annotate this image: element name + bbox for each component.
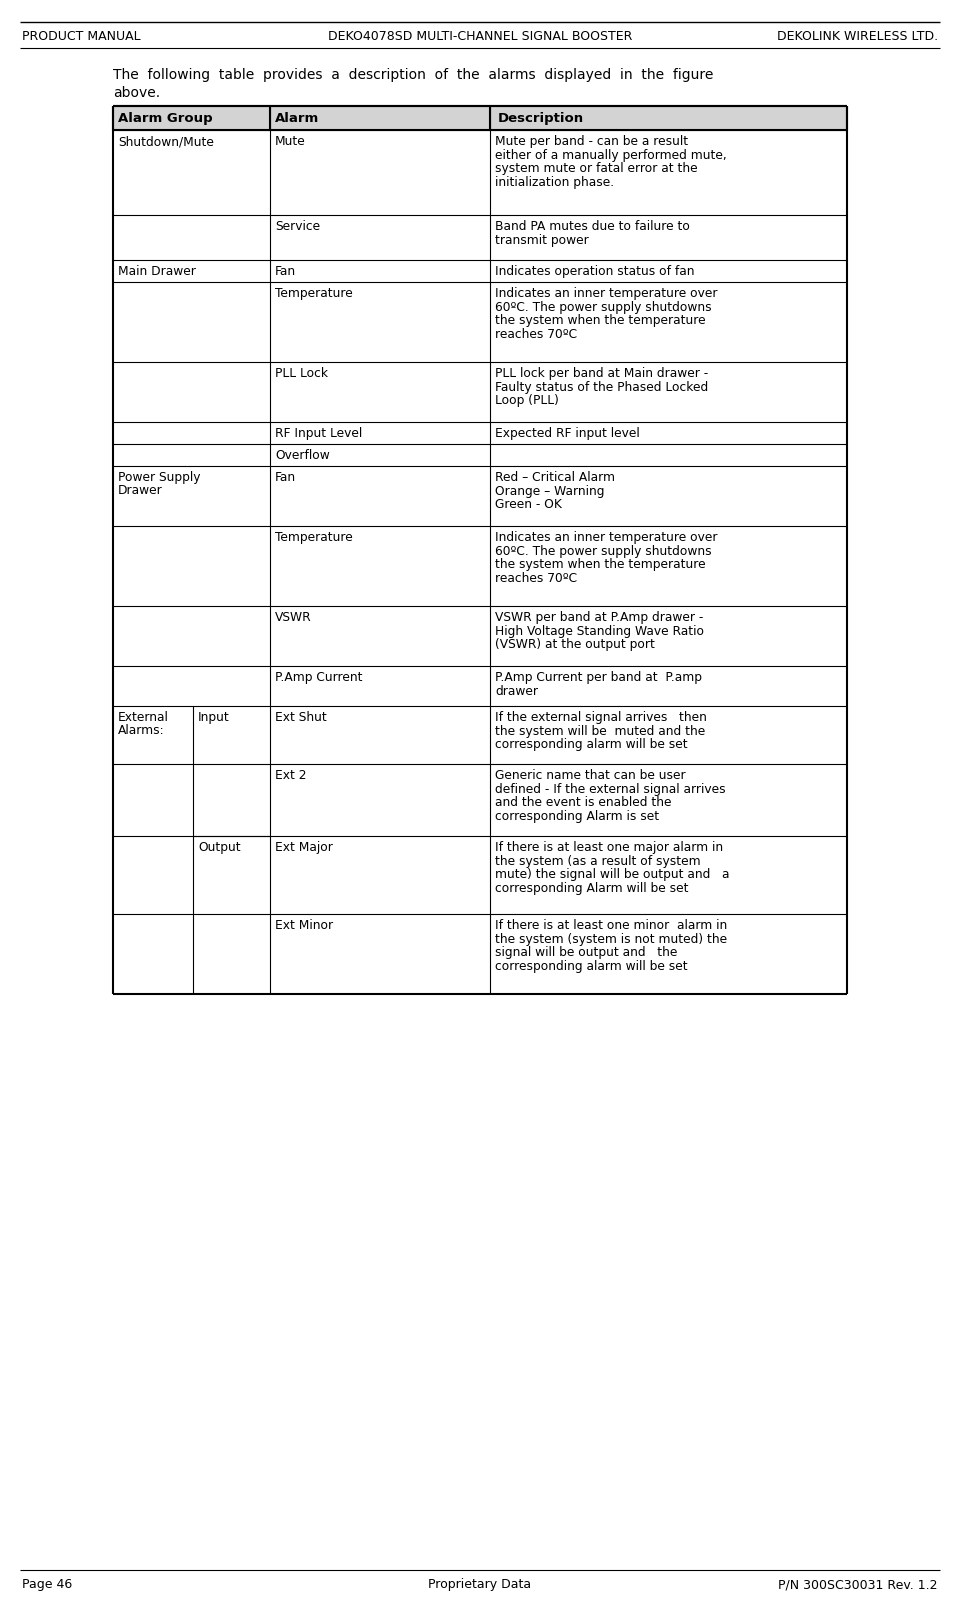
Text: corresponding alarm will be set: corresponding alarm will be set <box>495 738 687 751</box>
Text: above.: above. <box>113 86 160 99</box>
Bar <box>113 106 847 130</box>
Text: P/N 300SC30031 Rev. 1.2: P/N 300SC30031 Rev. 1.2 <box>779 1579 938 1591</box>
Text: corresponding Alarm is set: corresponding Alarm is set <box>495 810 660 823</box>
Text: Fan: Fan <box>275 266 296 279</box>
Text: the system will be  muted and the: the system will be muted and the <box>495 725 706 738</box>
Text: Overflow: Overflow <box>275 448 329 463</box>
Text: Description: Description <box>498 112 584 125</box>
Text: mute) the signal will be output and   a: mute) the signal will be output and a <box>495 868 730 881</box>
Text: RF Input Level: RF Input Level <box>275 427 362 440</box>
Text: P.Amp Current: P.Amp Current <box>275 671 363 684</box>
Text: reaches 70ºC: reaches 70ºC <box>495 328 577 341</box>
Text: Indicates operation status of fan: Indicates operation status of fan <box>495 266 694 279</box>
Text: system mute or fatal error at the: system mute or fatal error at the <box>495 162 698 175</box>
Text: If there is at least one major alarm in: If there is at least one major alarm in <box>495 841 723 853</box>
Text: High Voltage Standing Wave Ratio: High Voltage Standing Wave Ratio <box>495 624 704 637</box>
Text: (VSWR) at the output port: (VSWR) at the output port <box>495 639 655 652</box>
Text: 60ºC. The power supply shutdowns: 60ºC. The power supply shutdowns <box>495 301 711 314</box>
Text: Faulty status of the Phased Locked: Faulty status of the Phased Locked <box>495 381 708 394</box>
Text: initialization phase.: initialization phase. <box>495 176 614 189</box>
Text: Orange – Warning: Orange – Warning <box>495 485 605 498</box>
Text: Red – Critical Alarm: Red – Critical Alarm <box>495 471 615 484</box>
Text: Input: Input <box>198 711 229 724</box>
Text: the system when the temperature: the system when the temperature <box>495 314 706 327</box>
Text: P.Amp Current per band at  P.amp: P.Amp Current per band at P.amp <box>495 671 702 684</box>
Text: defined - If the external signal arrives: defined - If the external signal arrives <box>495 783 726 796</box>
Text: Drawer: Drawer <box>118 484 163 498</box>
Text: Proprietary Data: Proprietary Data <box>428 1579 532 1591</box>
Text: the system (as a result of system: the system (as a result of system <box>495 855 701 868</box>
Text: Ext 2: Ext 2 <box>275 768 306 781</box>
Text: The  following  table  provides  a  description  of  the  alarms  displayed  in : The following table provides a descripti… <box>113 67 713 82</box>
Text: Alarm Group: Alarm Group <box>118 112 212 125</box>
Text: Alarms:: Alarms: <box>118 724 164 736</box>
Text: Alarm: Alarm <box>275 112 320 125</box>
Text: either of a manually performed mute,: either of a manually performed mute, <box>495 149 727 162</box>
Text: Power Supply: Power Supply <box>118 471 201 484</box>
Text: VSWR: VSWR <box>275 612 312 624</box>
Text: VSWR per band at P.Amp drawer -: VSWR per band at P.Amp drawer - <box>495 612 704 624</box>
Text: Main Drawer: Main Drawer <box>118 266 196 279</box>
Text: drawer: drawer <box>495 685 538 698</box>
Text: Ext Major: Ext Major <box>275 841 333 853</box>
Text: Band PA mutes due to failure to: Band PA mutes due to failure to <box>495 219 690 234</box>
Text: Mute per band - can be a result: Mute per band - can be a result <box>495 134 688 147</box>
Text: Output: Output <box>198 841 241 853</box>
Text: If the external signal arrives   then: If the external signal arrives then <box>495 711 707 724</box>
Text: corresponding alarm will be set: corresponding alarm will be set <box>495 961 687 973</box>
Text: and the event is enabled the: and the event is enabled the <box>495 796 671 809</box>
Text: Page 46: Page 46 <box>22 1579 72 1591</box>
Text: Service: Service <box>275 219 320 234</box>
Text: PRODUCT MANUAL: PRODUCT MANUAL <box>22 30 140 43</box>
Text: 60ºC. The power supply shutdowns: 60ºC. The power supply shutdowns <box>495 544 711 557</box>
Text: PLL Lock: PLL Lock <box>275 367 328 379</box>
Text: reaches 70ºC: reaches 70ºC <box>495 572 577 584</box>
Text: Expected RF input level: Expected RF input level <box>495 427 639 440</box>
Text: signal will be output and   the: signal will be output and the <box>495 946 678 959</box>
Text: PLL lock per band at Main drawer -: PLL lock per band at Main drawer - <box>495 367 708 379</box>
Text: Temperature: Temperature <box>275 287 352 299</box>
Text: Ext Minor: Ext Minor <box>275 919 333 932</box>
Text: Ext Shut: Ext Shut <box>275 711 326 724</box>
Text: DEKO4078SD MULTI-CHANNEL SIGNAL BOOSTER: DEKO4078SD MULTI-CHANNEL SIGNAL BOOSTER <box>327 30 633 43</box>
Text: Indicates an inner temperature over: Indicates an inner temperature over <box>495 532 717 544</box>
Text: DEKOLINK WIRELESS LTD.: DEKOLINK WIRELESS LTD. <box>777 30 938 43</box>
Text: Green - OK: Green - OK <box>495 498 562 511</box>
Text: If there is at least one minor  alarm in: If there is at least one minor alarm in <box>495 919 728 932</box>
Text: the system (system is not muted) the: the system (system is not muted) the <box>495 933 727 946</box>
Text: Generic name that can be user: Generic name that can be user <box>495 768 685 781</box>
Text: Fan: Fan <box>275 471 296 484</box>
Text: transmit power: transmit power <box>495 234 588 247</box>
Text: the system when the temperature: the system when the temperature <box>495 559 706 572</box>
Text: Indicates an inner temperature over: Indicates an inner temperature over <box>495 287 717 299</box>
Text: External: External <box>118 711 169 724</box>
Text: Shutdown/Mute: Shutdown/Mute <box>118 134 214 147</box>
Text: Temperature: Temperature <box>275 532 352 544</box>
Text: corresponding Alarm will be set: corresponding Alarm will be set <box>495 882 688 895</box>
Text: Loop (PLL): Loop (PLL) <box>495 394 559 407</box>
Text: Mute: Mute <box>275 134 305 147</box>
